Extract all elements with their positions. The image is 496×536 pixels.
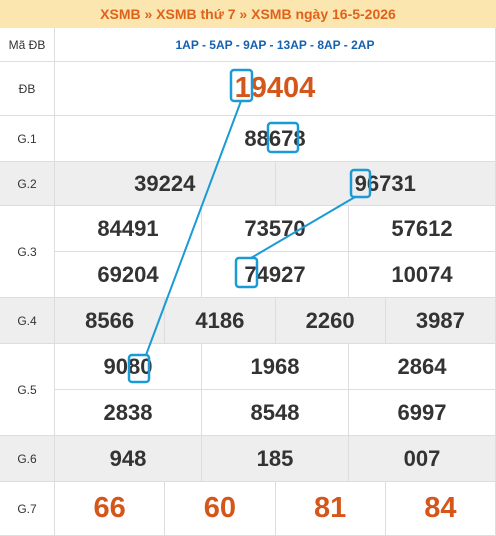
prize-number: 3987 bbox=[385, 298, 496, 344]
prize-label: G.6 bbox=[0, 436, 55, 482]
prize-number: 60 bbox=[165, 482, 276, 536]
prize-number: 96731 bbox=[275, 162, 496, 206]
prize-label: G.3 bbox=[0, 206, 55, 298]
prize-number: 1968 bbox=[202, 344, 349, 390]
prize-number: 4186 bbox=[165, 298, 276, 344]
prize-number: 84491 bbox=[55, 206, 202, 252]
prize-number: 185 bbox=[202, 436, 349, 482]
prize-number: 10074 bbox=[349, 252, 496, 298]
prize-label: G.1 bbox=[0, 116, 55, 162]
prize-number: 2838 bbox=[55, 390, 202, 436]
prize-number: 2864 bbox=[349, 344, 496, 390]
prize-number: 8566 bbox=[55, 298, 166, 344]
prize-number: 74927 bbox=[202, 252, 349, 298]
prize-number: 81 bbox=[275, 482, 386, 536]
prize-number: 9080 bbox=[55, 344, 202, 390]
prize-number: 19404 bbox=[55, 62, 496, 116]
prize-number: 66 bbox=[55, 482, 166, 536]
prize-number: 73570 bbox=[202, 206, 349, 252]
code-value: 1AP - 5AP - 9AP - 13AP - 8AP - 2AP bbox=[55, 28, 496, 62]
prize-number: 007 bbox=[349, 436, 496, 482]
prize-number: 2260 bbox=[275, 298, 386, 344]
prize-label: ĐB bbox=[0, 62, 55, 116]
prize-label: G.4 bbox=[0, 298, 55, 344]
code-label: Mã ĐB bbox=[0, 28, 55, 62]
prize-number: 84 bbox=[385, 482, 496, 536]
prize-label: G.7 bbox=[0, 482, 55, 536]
prize-number: 88678 bbox=[55, 116, 496, 162]
prize-number: 948 bbox=[55, 436, 202, 482]
header-title: XSMB » XSMB thứ 7 » XSMB ngày 16-5-2026 bbox=[0, 0, 496, 28]
prize-number: 57612 bbox=[349, 206, 496, 252]
prize-number: 69204 bbox=[55, 252, 202, 298]
prize-number: 6997 bbox=[349, 390, 496, 436]
prize-number: 8548 bbox=[202, 390, 349, 436]
prize-number: 39224 bbox=[55, 162, 276, 206]
prize-label: G.5 bbox=[0, 344, 55, 436]
prize-label: G.2 bbox=[0, 162, 55, 206]
